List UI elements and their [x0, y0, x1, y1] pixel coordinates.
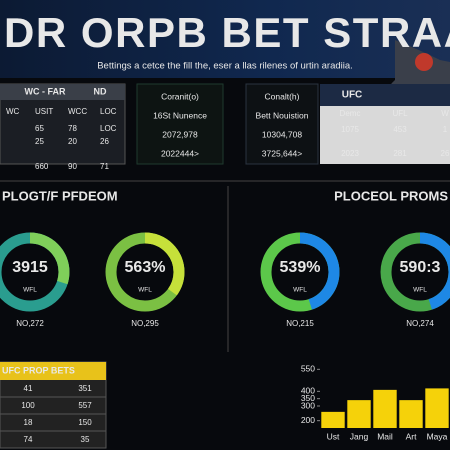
box-line: 2072,978 — [162, 129, 198, 139]
y-tick-label: 550 — [301, 364, 315, 374]
cell: 41 — [24, 384, 33, 393]
donut-caption: NO,274 — [406, 319, 434, 328]
x-tick-label: Mail — [377, 431, 393, 441]
box-line: 3725,644> — [262, 148, 302, 158]
donut-caption: NO,215 — [286, 319, 314, 328]
donut-label: WFL — [23, 287, 37, 294]
cell: 1 — [443, 125, 448, 134]
box-line: 10304,708 — [262, 129, 302, 139]
cell: 1075 — [341, 125, 359, 134]
donut-caption: NO,272 — [16, 319, 44, 328]
column-header: WC — [6, 107, 20, 116]
bar — [373, 389, 397, 428]
bar — [321, 411, 345, 428]
box-line: Coranit(o) — [161, 91, 199, 101]
box-line: Bett Nouistion — [256, 110, 309, 120]
cell: 90 — [68, 162, 77, 171]
donut-arc — [260, 232, 340, 312]
table-header: UFC — [342, 90, 363, 101]
donut-arc — [0, 232, 70, 312]
middle-box — [136, 83, 224, 165]
column-header: LOC — [100, 107, 117, 116]
cell: 20 — [68, 137, 77, 146]
cell: 660 — [35, 162, 49, 171]
donut-label: WFL — [138, 287, 152, 294]
y-tick-label: 300 — [301, 400, 315, 410]
prop-table-header — [0, 362, 106, 380]
right-box — [245, 83, 319, 165]
cell: 351 — [78, 384, 92, 393]
x-tick-label: Jang — [350, 431, 369, 441]
box-line: Conalt(h) — [265, 91, 300, 101]
bar — [399, 400, 423, 428]
donut-arc — [105, 232, 185, 312]
subtitle: Bettings a cetce the fill the, eser a ll… — [97, 61, 353, 72]
cell: LOC — [100, 124, 117, 133]
box-line: 16St Nunence — [153, 110, 207, 120]
donut-value: 539% — [280, 259, 321, 276]
column-header: USIT — [35, 107, 53, 116]
table-header: ND — [94, 86, 107, 96]
donut-caption: NO,295 — [131, 319, 159, 328]
donut-value: 590:3 — [400, 259, 441, 276]
y-tick-label: 350 — [301, 393, 315, 403]
x-tick-label: Art — [406, 431, 418, 441]
cell: 71 — [100, 162, 109, 171]
cell: 2023 — [341, 149, 359, 158]
cell: 18 — [24, 418, 33, 427]
cell: 26 — [441, 149, 450, 158]
table-header: WC - FAR — [25, 86, 66, 96]
cell: 65 — [35, 124, 44, 133]
cell: 35 — [81, 435, 90, 444]
column-header: Demc — [340, 109, 361, 118]
glove — [415, 53, 433, 71]
cell: 78 — [68, 124, 77, 133]
bar — [425, 388, 449, 428]
column-header: W — [441, 109, 449, 118]
cell: 150 — [78, 418, 92, 427]
donut-value: 3915 — [12, 259, 48, 276]
header-band — [0, 0, 450, 78]
column-header: UFL — [392, 109, 408, 118]
y-tick-label: 400 — [301, 386, 315, 396]
section-heading: PLOGT/F PFDEOM — [2, 188, 118, 203]
x-tick-label: Ust — [327, 431, 340, 441]
prop-title: UFC PROP BETS — [2, 365, 75, 375]
cell: 26 — [100, 137, 109, 146]
section-heading: PLOCEOL PROMS — [334, 188, 448, 203]
right-table-header — [320, 84, 450, 106]
y-tick-label: 200 — [301, 415, 315, 425]
column-header: WCC — [68, 107, 87, 116]
cell: 281 — [393, 149, 407, 158]
cell: 557 — [78, 401, 92, 410]
donut-value: 563% — [125, 259, 166, 276]
box-line: 2022444> — [161, 148, 199, 158]
cell: 453 — [393, 125, 407, 134]
donut-label: WFL — [413, 287, 427, 294]
title: DR ORPB BET STRAA — [4, 9, 450, 56]
donut-label: WFL — [293, 287, 307, 294]
x-tick-label: Maya — [427, 431, 448, 441]
left-table-header — [0, 84, 125, 100]
cell: 25 — [35, 137, 44, 146]
bar — [347, 400, 371, 428]
cell: 74 — [24, 435, 33, 444]
donut-arc — [380, 232, 450, 312]
cell: 100 — [21, 401, 35, 410]
